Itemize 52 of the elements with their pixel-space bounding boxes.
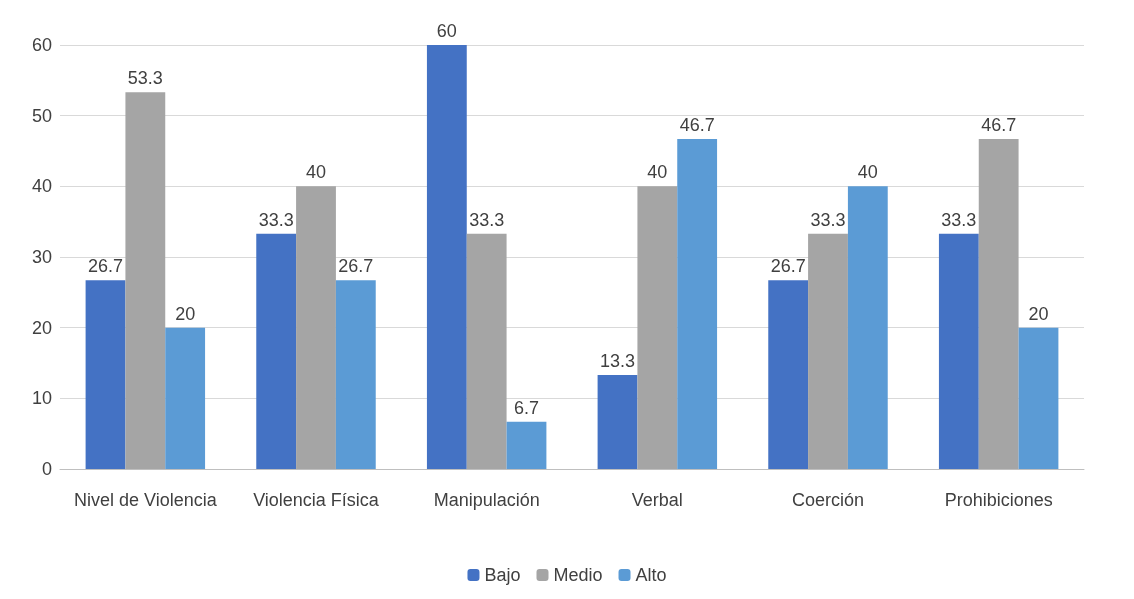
data-label: 6.7 bbox=[513, 397, 539, 418]
bar bbox=[1018, 327, 1059, 469]
x-tick-label: Verbal bbox=[631, 490, 683, 510]
bar bbox=[978, 138, 1019, 469]
data-label: 33.3 bbox=[258, 209, 294, 230]
y-tick-label: 0 bbox=[41, 459, 52, 479]
bar bbox=[506, 421, 547, 469]
bar bbox=[85, 280, 126, 469]
legend-label: Alto bbox=[635, 565, 667, 585]
data-label: 40 bbox=[857, 162, 878, 183]
x-tick-label: Nivel de Violencia bbox=[73, 490, 218, 510]
data-label: 20 bbox=[1028, 303, 1049, 324]
bar bbox=[426, 45, 467, 469]
x-tick-label: Violencia Física bbox=[253, 490, 380, 510]
bar bbox=[597, 375, 638, 469]
y-tick-label: 20 bbox=[31, 317, 52, 338]
bar bbox=[808, 233, 848, 469]
bar bbox=[335, 280, 376, 469]
bar bbox=[938, 233, 979, 469]
bar bbox=[296, 186, 336, 469]
data-label: 46.7 bbox=[679, 114, 715, 135]
x-tick-label: Prohibiciones bbox=[944, 490, 1053, 510]
x-tick-label: Coerción bbox=[791, 490, 865, 510]
bar bbox=[677, 138, 718, 469]
legend-label: Medio bbox=[553, 565, 603, 585]
data-label: 40 bbox=[647, 162, 668, 183]
bar bbox=[165, 327, 206, 469]
x-tick-label: Manipulación bbox=[433, 490, 540, 510]
bar bbox=[125, 92, 166, 469]
data-label: 40 bbox=[305, 162, 327, 183]
bar bbox=[847, 186, 888, 469]
bar bbox=[466, 233, 507, 469]
bar bbox=[768, 280, 809, 469]
data-label: 13.3 bbox=[599, 351, 636, 372]
data-label: 60 bbox=[436, 21, 457, 41]
data-label: 33.3 bbox=[469, 209, 505, 230]
data-label: 33.3 bbox=[941, 209, 977, 230]
bar bbox=[256, 233, 297, 469]
bar bbox=[637, 186, 678, 469]
data-label: 53.3 bbox=[127, 68, 163, 89]
data-label: 26.7 bbox=[770, 256, 806, 277]
y-tick-label: 10 bbox=[31, 388, 52, 409]
data-label: 26.7 bbox=[338, 256, 374, 277]
y-tick-label: 30 bbox=[31, 247, 52, 267]
data-label: 26.7 bbox=[87, 256, 124, 277]
data-label: 20 bbox=[175, 303, 196, 324]
y-tick-label: 60 bbox=[31, 35, 52, 55]
y-tick-label: 50 bbox=[31, 105, 52, 126]
legend-label: Bajo bbox=[484, 565, 521, 585]
y-tick-label: 40 bbox=[31, 176, 52, 197]
data-label: 33.3 bbox=[810, 209, 846, 230]
data-label: 46.7 bbox=[981, 114, 1017, 135]
